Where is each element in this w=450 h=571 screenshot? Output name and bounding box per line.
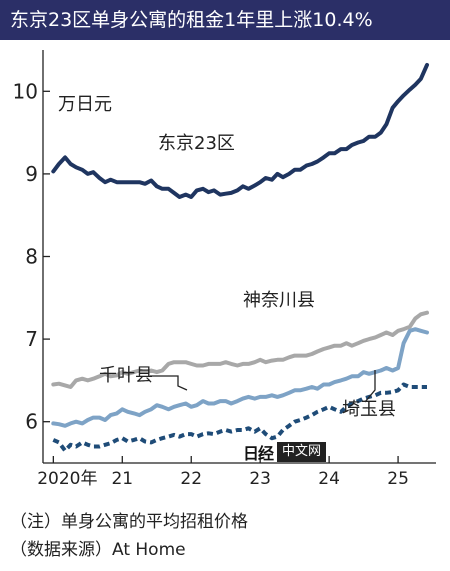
series-label-tokyo: 东京23区	[158, 133, 235, 154]
series-label-kanagawa: 神奈川县	[243, 290, 315, 311]
series-label-saitama: 埼玉县	[342, 399, 396, 420]
source-note: （数据来源）At Home	[10, 540, 186, 560]
series-line-saitama	[52, 382, 427, 453]
x-axis: 2020年 21 22 23 24 25	[37, 456, 436, 489]
x-tick-label: 24	[318, 469, 340, 489]
y-tick-label: 8	[25, 245, 38, 269]
saitama-label-leader-line	[364, 370, 376, 403]
x-tick-label: 22	[180, 469, 202, 489]
watermark-text: 中文网	[277, 442, 327, 462]
line-chart: 6 7 8 9 10 2020年 21 22 23 24 25 万日元 东京23区 神奈川县 千叶…	[13, 50, 436, 489]
chiba-label-leader-line	[150, 375, 188, 391]
series-layer	[51, 62, 429, 453]
x-tick-label: 21	[111, 469, 133, 489]
y-tick-label: 10	[13, 79, 38, 103]
watermark: 日经 中文网	[243, 441, 327, 463]
chart-title: 东京23区单身公寓的租金1年里上涨10.4%	[0, 0, 450, 40]
y-tick-label: 7	[25, 327, 38, 351]
series-line-kanagawa	[51, 310, 429, 389]
y-axis-unit-label: 万日元	[58, 94, 112, 115]
series-line-tokyo	[51, 62, 429, 199]
series-line-chiba	[51, 327, 429, 428]
x-tick-label: 25	[387, 469, 409, 489]
y-axis: 6 7 8 9 10	[13, 50, 50, 463]
x-tick-label: 23	[249, 469, 271, 489]
y-tick-label: 6	[25, 410, 38, 434]
series-label-chiba: 千叶县	[99, 365, 153, 386]
x-tick-label: 2020年	[37, 469, 97, 489]
footnote: （注）单身公寓的平均招租价格	[10, 512, 248, 532]
watermark-logo: 日经	[243, 444, 274, 463]
y-tick-label: 9	[25, 162, 38, 186]
